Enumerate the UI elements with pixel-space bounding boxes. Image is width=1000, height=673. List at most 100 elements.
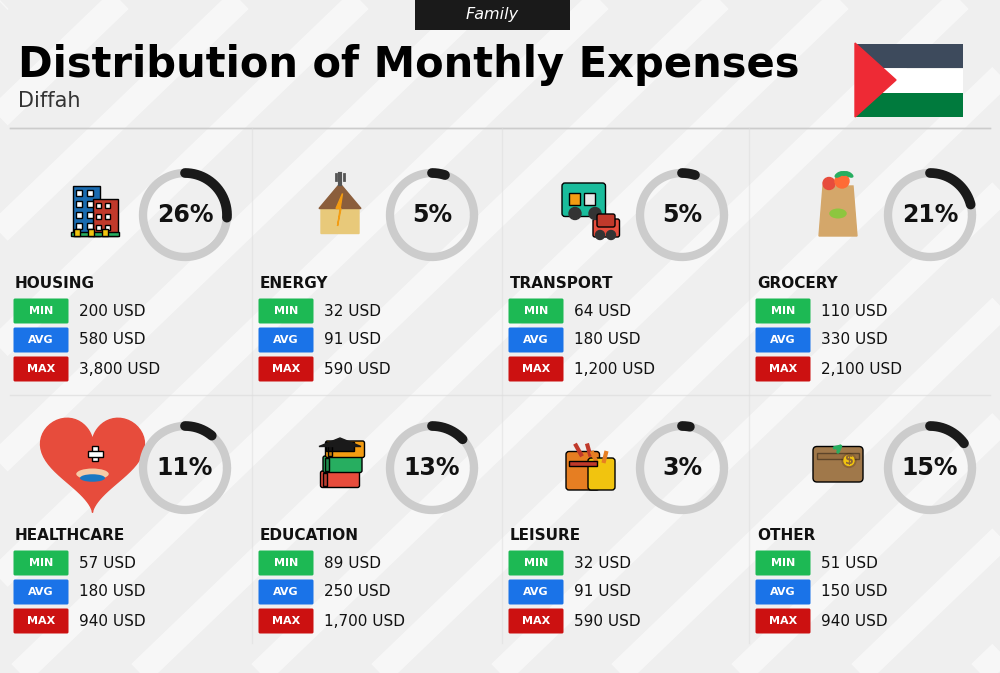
- FancyBboxPatch shape: [76, 190, 82, 195]
- FancyBboxPatch shape: [96, 214, 101, 219]
- Ellipse shape: [843, 454, 855, 467]
- Text: MIN: MIN: [524, 306, 548, 316]
- Text: 3%: 3%: [662, 456, 702, 480]
- FancyBboxPatch shape: [415, 0, 570, 30]
- FancyBboxPatch shape: [855, 44, 963, 68]
- FancyBboxPatch shape: [325, 458, 329, 470]
- Polygon shape: [319, 184, 361, 209]
- Text: 32 USD: 32 USD: [324, 304, 381, 318]
- FancyBboxPatch shape: [92, 446, 98, 460]
- Text: HEALTHCARE: HEALTHCARE: [15, 528, 125, 542]
- Text: 89 USD: 89 USD: [324, 555, 381, 571]
- Text: ENERGY: ENERGY: [260, 275, 328, 291]
- FancyBboxPatch shape: [855, 93, 963, 117]
- FancyBboxPatch shape: [72, 186, 100, 236]
- Text: 1,700 USD: 1,700 USD: [324, 614, 405, 629]
- Text: Family: Family: [466, 7, 519, 22]
- Text: 11%: 11%: [157, 456, 213, 480]
- FancyBboxPatch shape: [588, 458, 615, 490]
- FancyBboxPatch shape: [323, 456, 362, 472]
- FancyBboxPatch shape: [258, 608, 314, 633]
- FancyBboxPatch shape: [593, 219, 620, 237]
- FancyBboxPatch shape: [96, 225, 101, 230]
- FancyBboxPatch shape: [105, 214, 110, 219]
- Text: 57 USD: 57 USD: [79, 555, 136, 571]
- Text: MIN: MIN: [29, 558, 53, 568]
- FancyBboxPatch shape: [584, 192, 595, 205]
- FancyBboxPatch shape: [105, 203, 110, 208]
- Text: 250 USD: 250 USD: [324, 584, 390, 600]
- Polygon shape: [321, 186, 359, 234]
- Text: 5%: 5%: [412, 203, 452, 227]
- FancyBboxPatch shape: [87, 211, 93, 217]
- FancyBboxPatch shape: [756, 357, 810, 382]
- FancyBboxPatch shape: [14, 299, 68, 324]
- Text: MAX: MAX: [769, 364, 797, 374]
- FancyBboxPatch shape: [74, 229, 80, 236]
- Text: 180 USD: 180 USD: [574, 332, 640, 347]
- Text: AVG: AVG: [273, 335, 299, 345]
- Circle shape: [589, 207, 601, 219]
- Text: MAX: MAX: [272, 364, 300, 374]
- Polygon shape: [336, 194, 342, 226]
- Text: TRANSPORT: TRANSPORT: [510, 275, 614, 291]
- Text: 21%: 21%: [902, 203, 958, 227]
- FancyBboxPatch shape: [87, 223, 93, 229]
- FancyBboxPatch shape: [76, 201, 82, 207]
- Text: Distribution of Monthly Expenses: Distribution of Monthly Expenses: [18, 44, 800, 86]
- FancyBboxPatch shape: [14, 579, 68, 604]
- Text: LEISURE: LEISURE: [510, 528, 581, 542]
- Text: MAX: MAX: [769, 616, 797, 626]
- FancyBboxPatch shape: [756, 608, 810, 633]
- Text: 2,100 USD: 2,100 USD: [821, 361, 902, 376]
- FancyBboxPatch shape: [76, 223, 82, 229]
- Text: MIN: MIN: [771, 306, 795, 316]
- Ellipse shape: [834, 171, 844, 178]
- FancyBboxPatch shape: [71, 232, 119, 236]
- Text: 13%: 13%: [404, 456, 460, 480]
- FancyBboxPatch shape: [569, 460, 596, 466]
- Text: MIN: MIN: [29, 306, 53, 316]
- FancyBboxPatch shape: [14, 328, 68, 353]
- FancyBboxPatch shape: [756, 328, 810, 353]
- Text: 91 USD: 91 USD: [324, 332, 381, 347]
- FancyBboxPatch shape: [326, 441, 354, 450]
- FancyBboxPatch shape: [328, 443, 332, 456]
- Text: AVG: AVG: [770, 335, 796, 345]
- Text: 32 USD: 32 USD: [574, 555, 631, 571]
- Text: MAX: MAX: [27, 364, 55, 374]
- Circle shape: [596, 230, 604, 240]
- FancyBboxPatch shape: [87, 190, 93, 195]
- Text: 580 USD: 580 USD: [79, 332, 146, 347]
- FancyBboxPatch shape: [14, 608, 68, 633]
- Text: 150 USD: 150 USD: [821, 584, 888, 600]
- FancyBboxPatch shape: [813, 446, 863, 482]
- FancyBboxPatch shape: [509, 357, 564, 382]
- Ellipse shape: [829, 209, 847, 219]
- Text: MIN: MIN: [524, 558, 548, 568]
- Text: 5%: 5%: [662, 203, 702, 227]
- FancyBboxPatch shape: [88, 229, 94, 236]
- Text: MIN: MIN: [274, 558, 298, 568]
- FancyBboxPatch shape: [88, 451, 103, 457]
- Text: 3,800 USD: 3,800 USD: [79, 361, 160, 376]
- Text: 91 USD: 91 USD: [574, 584, 631, 600]
- Text: 940 USD: 940 USD: [821, 614, 888, 629]
- FancyBboxPatch shape: [105, 225, 110, 230]
- Circle shape: [835, 174, 849, 188]
- FancyBboxPatch shape: [756, 551, 810, 575]
- Text: AVG: AVG: [28, 587, 54, 597]
- Text: HOUSING: HOUSING: [15, 275, 95, 291]
- FancyBboxPatch shape: [102, 229, 108, 236]
- FancyBboxPatch shape: [258, 579, 314, 604]
- Text: 330 USD: 330 USD: [821, 332, 888, 347]
- Text: MIN: MIN: [274, 306, 298, 316]
- Text: MAX: MAX: [522, 364, 550, 374]
- FancyBboxPatch shape: [855, 69, 963, 93]
- Text: 590 USD: 590 USD: [574, 614, 641, 629]
- FancyBboxPatch shape: [817, 453, 859, 459]
- Text: AVG: AVG: [523, 587, 549, 597]
- FancyBboxPatch shape: [509, 608, 564, 633]
- Text: $: $: [845, 454, 853, 467]
- Text: 200 USD: 200 USD: [79, 304, 146, 318]
